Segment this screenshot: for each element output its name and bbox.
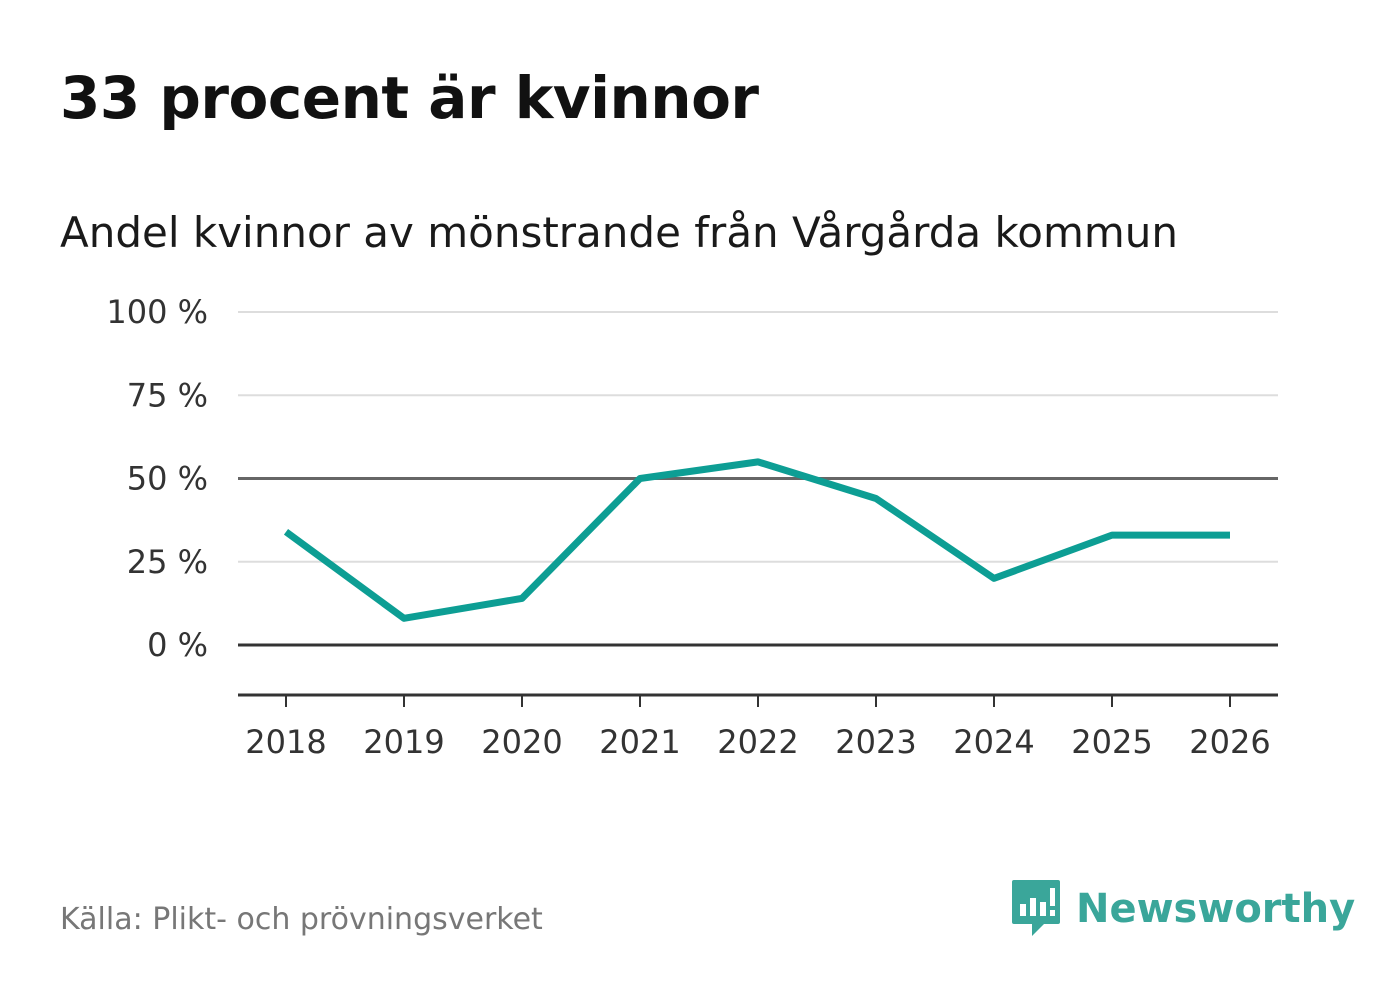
y-tick-label: 25 % [127, 543, 208, 581]
chart-title: 33 procent är kvinnor [60, 64, 759, 132]
y-tick-label: 75 % [127, 376, 208, 414]
brand-logo: Newsworthy [1010, 878, 1355, 940]
x-tick-label: 2026 [1189, 723, 1270, 761]
y-tick-label: 0 % [147, 626, 208, 664]
x-tick-label: 2023 [835, 723, 916, 761]
x-tick-label: 2024 [953, 723, 1034, 761]
x-tick-label: 2025 [1071, 723, 1152, 761]
source-note: Källa: Plikt- och prövningsverket [60, 902, 543, 937]
brand-name: Newsworthy [1076, 886, 1356, 932]
x-tick-label: 2019 [363, 723, 444, 761]
chart-subtitle: Andel kvinnor av mönstrande från Vårgård… [60, 208, 1179, 257]
x-tick-label: 2018 [245, 723, 326, 761]
x-tick-label: 2021 [599, 723, 680, 761]
y-tick-label: 50 % [127, 460, 208, 498]
series-line-0 [283, 458, 1230, 622]
y-tick-label: 100 % [106, 293, 208, 331]
x-tick-label: 2020 [481, 723, 562, 761]
x-tick-label: 2022 [717, 723, 798, 761]
newsworthy-logo-icon [1012, 880, 1060, 936]
